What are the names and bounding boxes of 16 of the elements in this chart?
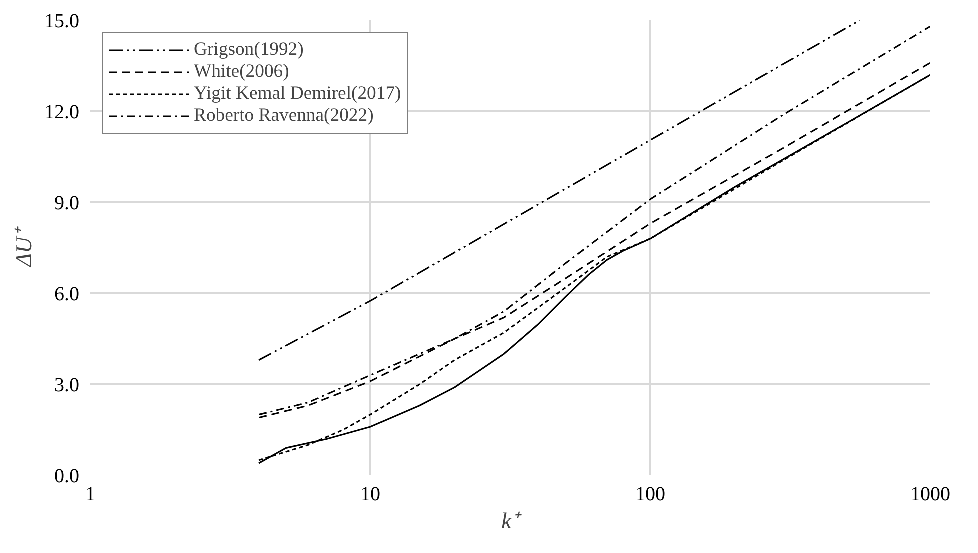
y-tick-label: 9.0	[54, 192, 80, 214]
x-tick-label: 1	[86, 484, 96, 506]
x-tick-label: 10	[360, 484, 380, 506]
legend-label: White(2006)	[194, 61, 290, 83]
y-tick-label: 0.0	[54, 466, 80, 488]
legend-label: Yigit Kemal Demirel(2017)	[194, 83, 402, 105]
y-axis-title: ΔU⁺	[12, 226, 36, 268]
y-tick-label: 15.0	[44, 10, 80, 32]
x-tick-label: 100	[636, 484, 666, 506]
legend-label: Grigson(1992)	[194, 39, 304, 61]
y-tick-label: 3.0	[54, 374, 80, 396]
legend-label: Roberto Ravenna(2022)	[194, 105, 374, 127]
x-tick-label: 1000	[910, 484, 950, 506]
y-tick-label: 12.0	[44, 102, 80, 124]
y-tick-label: 6.0	[54, 284, 80, 306]
x-axis-title: k⁺	[501, 508, 523, 534]
